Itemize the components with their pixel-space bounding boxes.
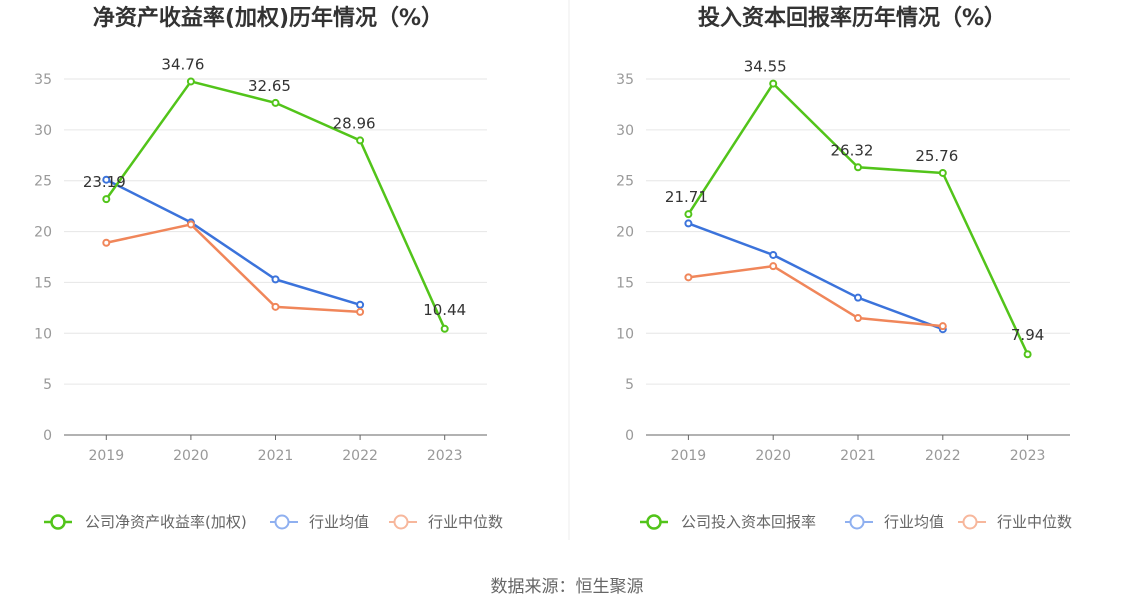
data-point xyxy=(440,324,449,333)
data-label: 28.96 xyxy=(333,114,376,132)
chart-title: 净资产收益率(加权)历年情况（%） xyxy=(93,5,443,31)
x-tick-label: 2022 xyxy=(925,448,961,464)
roe-chart: 净资产收益率(加权)历年情况（%） 0 5 10 15 20 25 30 35 2019 2020 2… xyxy=(34,5,503,531)
data-point xyxy=(102,238,111,247)
data-point xyxy=(684,210,693,219)
y-tick-label: 20 xyxy=(616,225,634,241)
data-point xyxy=(271,98,280,107)
data-point xyxy=(769,79,778,88)
data-label: 26.32 xyxy=(831,141,874,159)
legend-label: 行业中位数 xyxy=(997,513,1072,531)
y-tick-label: 5 xyxy=(43,377,52,393)
y-tick-label: 10 xyxy=(616,326,634,342)
y-tick-label: 30 xyxy=(34,123,52,139)
data-point xyxy=(769,250,778,259)
y-tick-label: 35 xyxy=(616,72,634,88)
y-tick-label: 0 xyxy=(43,428,52,444)
data-point xyxy=(102,175,111,184)
series-line xyxy=(106,223,361,314)
y-tick-label: 15 xyxy=(34,275,52,291)
x-tick-label: 2019 xyxy=(88,448,124,464)
data-point xyxy=(1023,350,1032,359)
y-tick-label: 15 xyxy=(616,275,634,291)
data-point xyxy=(854,163,862,172)
data-label: 25.76 xyxy=(915,147,958,165)
legend-marker xyxy=(962,514,978,530)
x-tick-label: 2020 xyxy=(755,448,791,464)
y-tick-label: 5 xyxy=(625,377,634,393)
data-point xyxy=(769,262,778,271)
data-label: 23.19 xyxy=(83,173,126,191)
data-point xyxy=(854,314,862,323)
data-point xyxy=(102,195,111,204)
series-line xyxy=(105,178,361,307)
legend-marker xyxy=(393,514,409,530)
data-point xyxy=(186,77,195,86)
legend-marker xyxy=(50,514,66,530)
data-point xyxy=(938,322,947,331)
legend-label: 公司净资产收益率(加权) xyxy=(85,513,247,531)
data-label: 32.65 xyxy=(248,77,291,95)
roic-chart: 投入资本回报率历年情况（%） 0 5 10 15 20 25 30 35 2019 2020 2021… xyxy=(616,5,1072,531)
x-tick-label: 2021 xyxy=(258,448,294,464)
x-tick-label: 2020 xyxy=(173,448,209,464)
x-tick-label: 2023 xyxy=(427,448,463,464)
data-point xyxy=(854,293,862,302)
data-point xyxy=(271,275,280,284)
data-label: 34.55 xyxy=(744,58,787,76)
legend-label: 行业中位数 xyxy=(428,513,503,531)
y-tick-label: 35 xyxy=(34,72,52,88)
data-label: 21.71 xyxy=(665,188,708,206)
x-tick-label: 2022 xyxy=(342,448,378,464)
data-point xyxy=(684,273,693,282)
x-tick-label: 2021 xyxy=(840,448,876,464)
legend-label: 公司投入资本回报率 xyxy=(681,513,816,531)
data-label: 10.44 xyxy=(423,301,466,319)
data-point xyxy=(356,300,365,309)
series-line xyxy=(688,264,943,328)
data-point xyxy=(356,307,365,316)
series-line xyxy=(687,82,1029,355)
data-point xyxy=(938,168,947,177)
data-label: 34.76 xyxy=(161,55,204,73)
y-tick-label: 25 xyxy=(34,174,52,190)
legend-marker xyxy=(274,514,290,530)
chart-title: 投入资本回报率历年情况（%） xyxy=(698,5,1006,31)
series-line xyxy=(687,222,944,331)
x-tick-label: 2019 xyxy=(671,448,707,464)
y-tick-label: 25 xyxy=(616,174,634,190)
data-point xyxy=(356,136,365,145)
legend-marker xyxy=(849,514,865,530)
data-point xyxy=(271,302,280,311)
y-tick-label: 10 xyxy=(34,326,52,342)
data-point xyxy=(186,220,195,229)
legend-label: 行业均值 xyxy=(309,513,369,531)
data-label: 7.94 xyxy=(1011,326,1044,344)
data-point xyxy=(684,219,693,228)
y-tick-label: 30 xyxy=(616,123,634,139)
legend-label: 行业均值 xyxy=(884,513,944,531)
data-source: 数据来源：恒生聚源 xyxy=(491,577,644,597)
y-tick-label: 0 xyxy=(625,428,634,444)
legend-marker xyxy=(646,514,662,530)
x-tick-label: 2023 xyxy=(1010,448,1046,464)
y-tick-label: 20 xyxy=(34,225,52,241)
